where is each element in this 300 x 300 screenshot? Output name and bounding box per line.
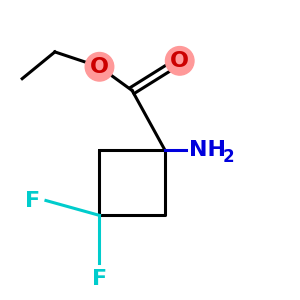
Text: O: O [90, 57, 109, 77]
Text: NH: NH [189, 140, 226, 160]
Text: O: O [170, 51, 189, 71]
Circle shape [85, 52, 114, 81]
Text: 2: 2 [223, 148, 234, 166]
Text: F: F [25, 190, 40, 211]
Text: F: F [92, 269, 107, 289]
Circle shape [166, 46, 194, 75]
